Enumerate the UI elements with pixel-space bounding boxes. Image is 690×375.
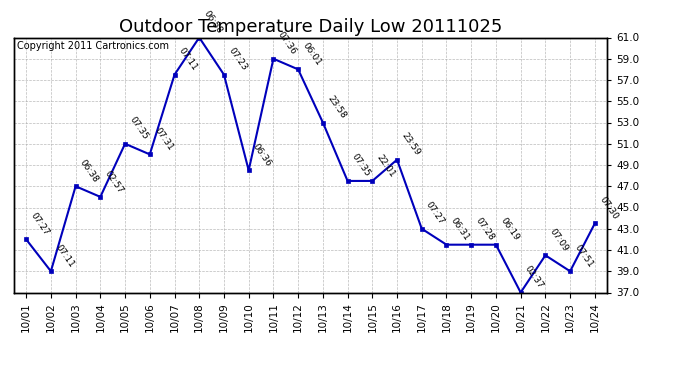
Text: 06:36: 06:36 [251, 142, 273, 168]
Text: 07:28: 07:28 [474, 216, 496, 243]
Text: 07:11: 07:11 [53, 243, 76, 269]
Text: 06:31: 06:31 [449, 216, 471, 243]
Text: 07:51: 07:51 [573, 243, 595, 269]
Text: 07:31: 07:31 [152, 126, 175, 152]
Text: 02:37: 02:37 [523, 264, 545, 290]
Text: 07:11: 07:11 [177, 46, 199, 72]
Text: 07:30: 07:30 [598, 195, 620, 221]
Text: 07:23: 07:23 [226, 46, 248, 72]
Text: 02:57: 02:57 [103, 168, 125, 195]
Text: 07:27: 07:27 [29, 211, 51, 237]
Text: 07:36: 07:36 [276, 30, 298, 57]
Title: Outdoor Temperature Daily Low 20111025: Outdoor Temperature Daily Low 20111025 [119, 18, 502, 36]
Text: 06:38: 06:38 [78, 158, 100, 184]
Text: 07:27: 07:27 [424, 200, 446, 226]
Text: 23:58: 23:58 [326, 94, 348, 120]
Text: Copyright 2011 Cartronics.com: Copyright 2011 Cartronics.com [17, 41, 169, 51]
Text: 07:09: 07:09 [548, 227, 570, 253]
Text: 07:35: 07:35 [350, 153, 373, 179]
Text: 06:19: 06:19 [498, 216, 521, 243]
Text: 06:01: 06:01 [301, 41, 323, 67]
Text: 22:01: 22:01 [375, 153, 397, 179]
Text: 07:35: 07:35 [128, 115, 150, 142]
Text: 06:58: 06:58 [201, 9, 224, 35]
Text: 23:59: 23:59 [400, 131, 422, 158]
